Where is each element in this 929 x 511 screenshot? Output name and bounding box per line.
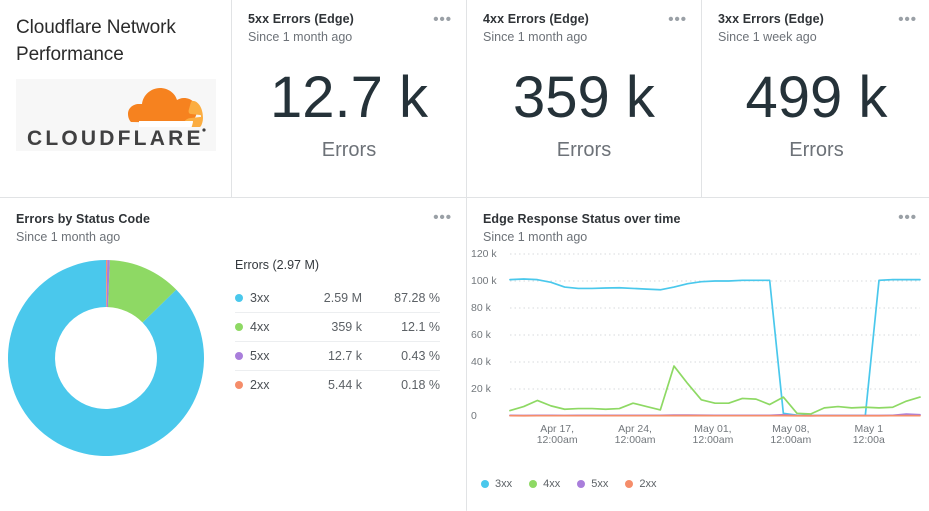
legend-dot-5xx bbox=[577, 480, 585, 488]
timeseries-legend-item[interactable]: 3xx bbox=[481, 478, 512, 490]
legend-value: 12.7 k bbox=[302, 349, 382, 363]
kpi-card-3xx: 3xx Errors (Edge) Since 1 week ago ••• 4… bbox=[702, 0, 929, 197]
panel-title: Errors by Status Code bbox=[16, 212, 450, 227]
line-series-4xx[interactable] bbox=[510, 366, 920, 414]
legend-dot-2xx bbox=[235, 381, 243, 389]
panel-subtitle: Since 1 month ago bbox=[16, 229, 450, 245]
panel-menu-icon[interactable]: ••• bbox=[668, 17, 687, 23]
legend-label: 2xx bbox=[639, 478, 656, 490]
y-axis-tick-label: 20 k bbox=[471, 383, 491, 395]
legend-percent: 0.18 % bbox=[382, 378, 440, 392]
legend-total-label: Errors (2.97 M) bbox=[235, 258, 440, 272]
cloudflare-logo-icon: CLOUDFLARE bbox=[16, 79, 216, 151]
kpi-subtitle: Since 1 month ago bbox=[483, 29, 685, 45]
legend-label: 5xx bbox=[591, 478, 608, 490]
panel-menu-icon[interactable]: ••• bbox=[898, 17, 917, 23]
legend-dot-3xx bbox=[481, 480, 489, 488]
timeseries-legend-item[interactable]: 5xx bbox=[577, 478, 608, 490]
errors-by-status-code-panel: Errors by Status Code Since 1 month ago … bbox=[0, 198, 466, 511]
x-axis-tick-label: May 01,12:00am bbox=[673, 424, 753, 446]
y-axis-tick-label: 60 k bbox=[471, 329, 491, 341]
legend-dot-4xx bbox=[235, 323, 243, 331]
legend-label: 3xx bbox=[250, 291, 302, 305]
legend-label: 4xx bbox=[250, 320, 302, 334]
line-chart-svg[interactable] bbox=[467, 248, 929, 448]
x-axis-tick-label: Apr 24,12:00am bbox=[595, 424, 675, 446]
legend-dot-4xx bbox=[529, 480, 537, 488]
timeseries-legend-item[interactable]: 2xx bbox=[625, 478, 656, 490]
x-axis-tick-label: Apr 17,12:00am bbox=[517, 424, 597, 446]
y-axis-tick-label: 120 k bbox=[471, 248, 497, 260]
cloudflare-logo: CLOUDFLARE bbox=[16, 79, 216, 151]
legend-dot-2xx bbox=[625, 480, 633, 488]
legend-label: 2xx bbox=[250, 378, 302, 392]
legend-dot-5xx bbox=[235, 352, 243, 360]
svg-text:CLOUDFLARE: CLOUDFLARE bbox=[27, 127, 204, 150]
y-axis-tick-label: 40 k bbox=[471, 356, 491, 368]
legend-value: 2.59 M bbox=[302, 291, 382, 305]
kpi-subtitle: Since 1 month ago bbox=[248, 29, 450, 45]
panel-subtitle: Since 1 month ago bbox=[483, 229, 929, 245]
kpi-unit-label: Errors bbox=[483, 139, 685, 161]
kpi-value: 12.7 k bbox=[248, 69, 450, 127]
legend-value: 359 k bbox=[302, 320, 382, 334]
panel-menu-icon[interactable]: ••• bbox=[433, 215, 452, 221]
kpi-title: 5xx Errors (Edge) bbox=[248, 12, 450, 27]
legend-label: 4xx bbox=[543, 478, 560, 490]
legend-dot-3xx bbox=[235, 294, 243, 302]
kpi-subtitle: Since 1 week ago bbox=[718, 29, 915, 45]
legend-percent: 87.28 % bbox=[382, 291, 440, 305]
edge-response-status-panel: Edge Response Status over time Since 1 m… bbox=[467, 198, 929, 511]
timeseries-legend-item[interactable]: 4xx bbox=[529, 478, 560, 490]
kpi-title: 4xx Errors (Edge) bbox=[483, 12, 685, 27]
dashboard-title-panel: Cloudflare Network Performance CLOUDFLAR… bbox=[0, 0, 231, 197]
y-axis-tick-label: 100 k bbox=[471, 275, 497, 287]
kpi-value: 499 k bbox=[718, 69, 915, 127]
panel-menu-icon[interactable]: ••• bbox=[433, 17, 452, 23]
kpi-card-5xx: 5xx Errors (Edge) Since 1 month ago ••• … bbox=[232, 0, 466, 197]
line-chart: 0 20 k 40 k 60 k 80 k 100 k 120 k Apr 17,12:00… bbox=[467, 248, 929, 448]
kpi-unit-label: Errors bbox=[718, 139, 915, 161]
legend-label: 3xx bbox=[495, 478, 512, 490]
legend-label: 5xx bbox=[250, 349, 302, 363]
kpi-title: 3xx Errors (Edge) bbox=[718, 12, 915, 27]
legend-percent: 0.43 % bbox=[382, 349, 440, 363]
x-axis-tick-label: May 08,12:00am bbox=[751, 424, 831, 446]
line-series-3xx[interactable] bbox=[510, 279, 920, 415]
legend-percent: 12.1 % bbox=[382, 320, 440, 334]
page-title: Cloudflare Network Performance bbox=[16, 14, 215, 68]
donut-chart bbox=[2, 258, 214, 458]
kpi-value: 359 k bbox=[483, 69, 685, 127]
panel-title: Edge Response Status over time bbox=[483, 212, 929, 227]
y-axis-tick-label: 0 bbox=[471, 410, 477, 422]
timeseries-legend: 3xx 4xx 5xx 2xx bbox=[481, 478, 674, 490]
y-axis-tick-label: 80 k bbox=[471, 302, 491, 314]
kpi-unit-label: Errors bbox=[248, 139, 450, 161]
legend-value: 5.44 k bbox=[302, 378, 382, 392]
panel-menu-icon[interactable]: ••• bbox=[898, 215, 917, 221]
donut-chart-svg[interactable] bbox=[2, 258, 214, 458]
kpi-card-4xx: 4xx Errors (Edge) Since 1 month ago ••• … bbox=[467, 0, 701, 197]
